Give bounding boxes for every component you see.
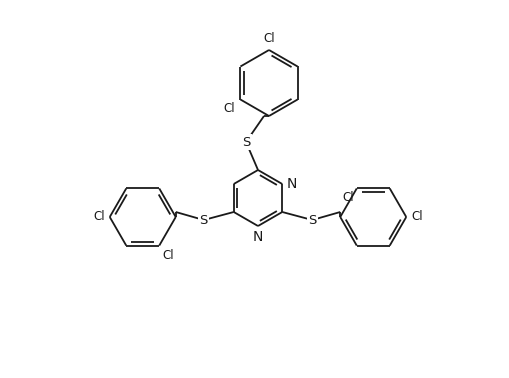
Text: N: N — [286, 177, 296, 191]
Text: Cl: Cl — [410, 211, 422, 223]
Text: S: S — [199, 214, 208, 226]
Text: Cl: Cl — [223, 102, 235, 115]
Text: N: N — [252, 230, 263, 244]
Text: Cl: Cl — [342, 191, 353, 204]
Text: Cl: Cl — [93, 211, 104, 223]
Text: Cl: Cl — [162, 249, 174, 262]
Text: Cl: Cl — [263, 32, 274, 45]
Text: S: S — [307, 214, 316, 226]
Text: S: S — [241, 135, 250, 149]
